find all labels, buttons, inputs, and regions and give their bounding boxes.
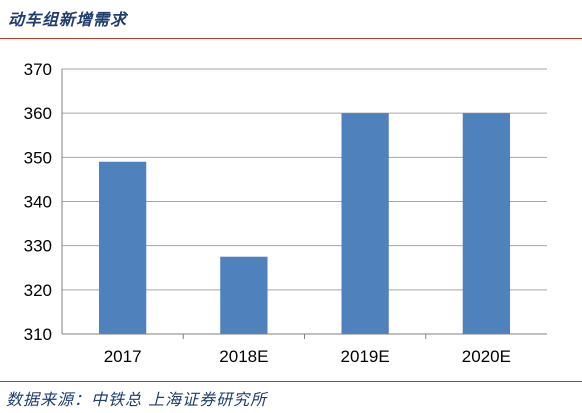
- y-tick-label: 370: [24, 60, 52, 79]
- title-divider: [0, 38, 582, 39]
- data-source-note: 数据来源：中铁总 上海证券研究所: [6, 390, 268, 409]
- y-tick-label: 320: [24, 281, 52, 300]
- y-tick-labels: 310 320 330 340 350 360 370: [24, 60, 52, 344]
- x-tick-labels: 2017 2018E 2019E 2020E: [104, 347, 511, 366]
- y-tick-label: 350: [24, 148, 52, 167]
- x-tick-label: 2018E: [219, 347, 268, 366]
- y-tick-label: 310: [24, 325, 52, 344]
- y-tick-label: 330: [24, 237, 52, 256]
- footer-divider: [0, 381, 582, 382]
- bars: [98, 113, 511, 335]
- y-tick-label: 360: [24, 104, 52, 123]
- chart-title: 动车组新增需求: [8, 10, 128, 29]
- axes: [61, 69, 547, 339]
- bar-2017: [98, 161, 147, 334]
- x-tick-label: 2017: [104, 347, 142, 366]
- x-tick-label: 2019E: [341, 347, 390, 366]
- bar-2020E: [462, 113, 511, 335]
- bar-2018E: [220, 256, 268, 334]
- x-tick-label: 2020E: [462, 347, 511, 366]
- bar-2019E: [341, 113, 389, 335]
- y-tick-label: 340: [24, 193, 52, 212]
